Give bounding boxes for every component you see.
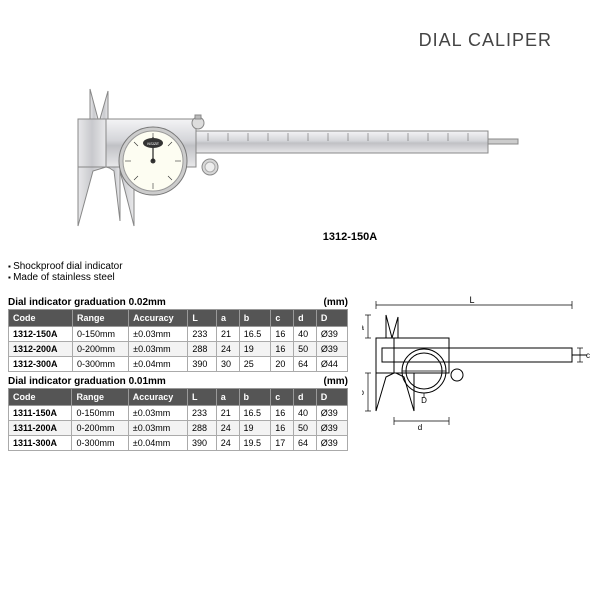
td: 16 — [271, 406, 294, 421]
th: L — [188, 310, 217, 327]
td: 233 — [188, 327, 217, 342]
svg-text:c: c — [586, 351, 590, 360]
td: ±0.04mm — [129, 357, 188, 372]
feature-item: Shockproof dial indicator — [8, 261, 592, 272]
td: 24 — [217, 342, 240, 357]
table2-unit: (mm) — [324, 376, 348, 387]
th: d — [294, 310, 317, 327]
td: ±0.03mm — [128, 421, 187, 436]
td: 20 — [271, 357, 294, 372]
td: 1311-300A — [9, 436, 72, 451]
td: 390 — [188, 357, 217, 372]
td: 16.5 — [239, 327, 271, 342]
th: D — [316, 310, 347, 327]
td: Ø39 — [316, 436, 347, 451]
th: Accuracy — [129, 310, 188, 327]
td: Ø39 — [316, 327, 347, 342]
td: 0-300mm — [72, 357, 128, 372]
td: 288 — [188, 342, 217, 357]
table-row: 1311-150A0-150mm±0.03mm2332116.51640Ø39 — [9, 406, 348, 421]
td: 1312-300A — [9, 357, 73, 372]
td: 24 — [216, 436, 239, 451]
th: Range — [72, 310, 128, 327]
td: 0-150mm — [72, 327, 128, 342]
th: a — [216, 389, 239, 406]
td: 0-150mm — [72, 406, 128, 421]
spec-table-1: Code Range Accuracy L a b c d D 1312-150… — [8, 309, 348, 372]
svg-text:b: b — [362, 388, 365, 397]
svg-text:NSIZE: NSIZE — [147, 141, 159, 146]
td: 21 — [217, 327, 240, 342]
td: 1311-150A — [9, 406, 72, 421]
td: 1311-200A — [9, 421, 72, 436]
th: d — [294, 389, 317, 406]
td: Ø39 — [316, 421, 347, 436]
th: Code — [9, 310, 73, 327]
svg-text:a: a — [362, 323, 365, 332]
td: ±0.04mm — [128, 436, 187, 451]
table-row: 1311-200A0-200mm±0.03mm28824191650Ø39 — [9, 421, 348, 436]
td: ±0.03mm — [129, 342, 188, 357]
th: b — [239, 310, 271, 327]
td: 0-300mm — [72, 436, 128, 451]
td: 16 — [271, 421, 294, 436]
td: 25 — [239, 357, 271, 372]
td: 16.5 — [239, 406, 271, 421]
td: 64 — [294, 357, 317, 372]
th: c — [271, 310, 294, 327]
table-row: 1311-300A0-300mm±0.04mm3902419.51764Ø39 — [9, 436, 348, 451]
td: 19 — [239, 421, 271, 436]
table1-unit: (mm) — [324, 297, 348, 308]
td: 64 — [294, 436, 317, 451]
table2-caption: Dial indicator graduation 0.01mm — [8, 376, 166, 387]
td: 1312-150A — [9, 327, 73, 342]
td: 19 — [239, 342, 271, 357]
spec-table-2: Code Range Accuracy L a b c d D 1311-150… — [8, 388, 348, 451]
th: Accuracy — [128, 389, 187, 406]
td: 50 — [294, 342, 317, 357]
td: 0-200mm — [72, 421, 128, 436]
th: c — [271, 389, 294, 406]
td: 0-200mm — [72, 342, 128, 357]
th: a — [217, 310, 240, 327]
table1-caption: Dial indicator graduation 0.02mm — [8, 297, 166, 308]
td: Ø44 — [316, 357, 347, 372]
feature-list: Shockproof dial indicator Made of stainl… — [8, 261, 592, 283]
td: 233 — [188, 406, 217, 421]
td: 21 — [216, 406, 239, 421]
td: 390 — [188, 436, 217, 451]
table-row: 1312-200A0-200mm±0.03mm28824191650Ø39 — [9, 342, 348, 357]
td: 17 — [271, 436, 294, 451]
td: 24 — [216, 421, 239, 436]
th: Code — [9, 389, 72, 406]
table-row: 1312-150A0-150mm±0.03mm2332116.51640Ø39 — [9, 327, 348, 342]
td: 19.5 — [239, 436, 271, 451]
dimension-diagram: L a b c — [362, 293, 592, 433]
svg-text:L: L — [469, 295, 474, 305]
td: ±0.03mm — [129, 327, 188, 342]
th: Range — [72, 389, 128, 406]
td: 40 — [294, 406, 317, 421]
td: 30 — [217, 357, 240, 372]
caliper-illustration: NSIZE — [48, 71, 528, 251]
td: 1312-200A — [9, 342, 73, 357]
td: 50 — [294, 421, 317, 436]
svg-text:d: d — [418, 423, 422, 432]
page-title: DIAL CALIPER — [8, 30, 592, 51]
th: D — [316, 389, 347, 406]
table-row: 1312-300A0-300mm±0.04mm39030252064Ø44 — [9, 357, 348, 372]
td: ±0.03mm — [128, 406, 187, 421]
td: Ø39 — [316, 342, 347, 357]
th: L — [188, 389, 217, 406]
td: Ø39 — [316, 406, 347, 421]
feature-item: Made of stainless steel — [8, 272, 592, 283]
product-image-area: NSIZE — [8, 61, 592, 261]
th: b — [239, 389, 271, 406]
td: 16 — [271, 342, 294, 357]
td: 16 — [271, 327, 294, 342]
td: 40 — [294, 327, 317, 342]
td: 288 — [188, 421, 217, 436]
